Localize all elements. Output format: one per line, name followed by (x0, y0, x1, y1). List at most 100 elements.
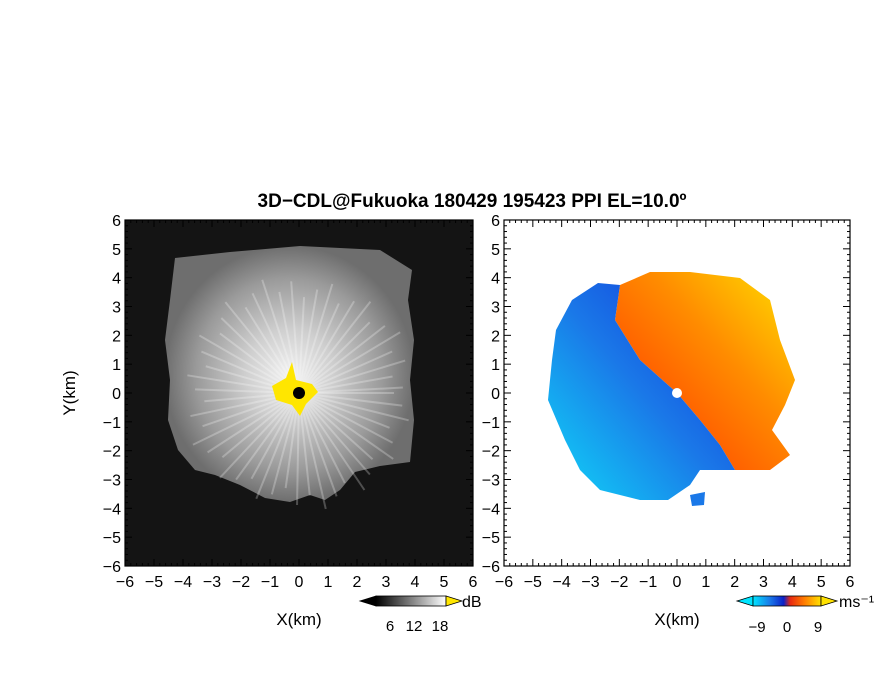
velocity-colorbar-tick-9: 9 (814, 619, 822, 636)
echo-ray (298, 392, 409, 422)
left-x-tick-label: 5 (440, 574, 449, 591)
right-x-tick-label: 0 (673, 574, 682, 591)
left-x-tick-label: 6 (469, 574, 478, 591)
echo-ray (298, 331, 401, 394)
left-y-tick-label: 6 (112, 213, 121, 230)
echo-ray (290, 281, 300, 394)
echo-ray (298, 392, 403, 407)
left-x-tick-label: 2 (353, 574, 362, 591)
echo-ray (250, 392, 300, 480)
radar-site-marker-right (672, 388, 682, 398)
left-y-tick-label: −3 (103, 473, 121, 490)
left-y-axis-title: Y(km) (60, 370, 79, 415)
left-x-tick-label: −2 (232, 574, 250, 591)
echo-ray (298, 392, 338, 497)
velocity-panel (503, 219, 851, 567)
echo-ray (219, 392, 300, 479)
right-y-tick-label: −4 (482, 501, 500, 518)
right-x-tick-label: 6 (846, 574, 855, 591)
left-y-tick-label: −4 (103, 501, 121, 518)
right-y-tick-label: −2 (482, 444, 500, 461)
right-y-tick-label: −1 (482, 415, 500, 432)
echo-ray (298, 325, 386, 394)
left-x-tick-label: −1 (261, 574, 279, 591)
left-y-tick-label: −5 (103, 530, 121, 547)
right-y-tick-label: −3 (482, 473, 500, 490)
velocity-colorbar-unit: ms⁻¹ (839, 594, 874, 611)
echo-ray (298, 392, 366, 491)
right-y-tick-label: 4 (491, 271, 500, 288)
reflectivity-panel (124, 219, 474, 567)
echo-ray (298, 359, 406, 394)
right-y-tick-label: 0 (491, 386, 500, 403)
left-y-tick-label: 1 (112, 357, 121, 374)
reflectivity-colorbar-tick-6: 6 (386, 618, 394, 635)
left-y-tick-label: 4 (112, 271, 121, 288)
left-y-tick-label: 0 (112, 386, 121, 403)
right-y-tick-label: 1 (491, 357, 500, 374)
echo-ray (221, 392, 300, 459)
left-x-tick-label: −4 (174, 574, 192, 591)
echo-ray (298, 289, 319, 394)
right-y-tick-label: −5 (482, 530, 500, 547)
right-x-tick-label: −1 (639, 574, 657, 591)
echo-ray (298, 392, 327, 510)
echo-ray (298, 350, 393, 394)
echo-ray (298, 392, 371, 476)
echo-ray (298, 392, 394, 444)
velocity-negative-tail (690, 492, 705, 506)
reflectivity-colorbar-tick-12: 12 (406, 618, 423, 635)
radar-site-marker (293, 387, 305, 399)
left-x-tick-label: −3 (203, 574, 221, 591)
echo-ray (270, 392, 300, 495)
right-x-tick-label: −4 (553, 574, 571, 591)
left-y-tick-label: 2 (112, 328, 121, 345)
right-x-tick-label: −3 (581, 574, 599, 591)
echo-ray (298, 300, 355, 394)
velocity-positive-region (615, 272, 795, 470)
velocity-colorbar-arrow-high (820, 595, 839, 607)
right-y-tick-label: 3 (491, 300, 500, 317)
right-x-tick-label: 2 (730, 574, 739, 591)
velocity-negative-region (548, 283, 735, 500)
left-y-tick-label: −1 (103, 415, 121, 432)
right-x-tick-label: 4 (788, 574, 797, 591)
axes: −6−6−5−5−4−4−3−3−2−2−1−100112233445566−6… (103, 213, 855, 591)
figure-title: 3D−CDL@Fukuoka 180429 195423 PPI EL=10.0… (258, 191, 687, 212)
velocity-colorbar-arrow-low (735, 595, 754, 607)
right-y-tick-label: 5 (491, 242, 500, 259)
velocity-colorbar-bar (752, 595, 822, 607)
left-y-tick-label: −2 (103, 444, 121, 461)
echo-ray (298, 303, 340, 394)
echo-ray (278, 291, 300, 394)
echo-ray (298, 392, 374, 460)
left-x-tick-label: 4 (411, 574, 420, 591)
right-x-tick-label: 3 (759, 574, 768, 591)
right-x-tick-label: 1 (701, 574, 710, 591)
velocity-colorbar-tick-0: 0 (783, 619, 791, 636)
left-x-axis-title: X(km) (276, 610, 321, 629)
echo-ray (298, 321, 371, 394)
right-x-axis-title: X(km) (654, 610, 699, 629)
echo-ray (235, 392, 300, 481)
reflectivity-colorbar-arrow-low (358, 595, 377, 607)
left-y-tick-label: 5 (112, 242, 121, 259)
reflectivity-colorbar-unit: dB (462, 594, 482, 611)
velocity-colorbar-tick-neg9: −9 (748, 619, 765, 636)
right-y-tick-label: −6 (482, 559, 500, 576)
right-x-tick-label: −5 (524, 574, 542, 591)
left-x-tick-label: −6 (116, 574, 134, 591)
left-y-tick-label: 3 (112, 300, 121, 317)
right-x-tick-label: −2 (610, 574, 628, 591)
echo-ray (298, 392, 346, 484)
reflectivity-colorbar-arrow-high (445, 595, 464, 607)
echo-ray (298, 392, 390, 429)
right-x-tick-label: −6 (495, 574, 513, 591)
left-x-tick-label: 3 (382, 574, 391, 591)
right-y-tick-label: 2 (491, 328, 500, 345)
left-y-tick-label: −6 (103, 559, 121, 576)
left-x-tick-label: −5 (145, 574, 163, 591)
echo-ray (298, 283, 334, 394)
left-x-tick-label: 0 (295, 574, 304, 591)
